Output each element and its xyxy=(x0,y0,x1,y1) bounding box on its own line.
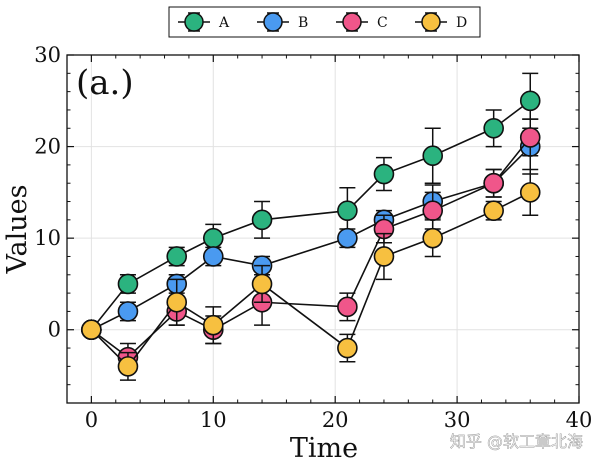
data-point xyxy=(519,127,541,148)
x-tick-label: 40 xyxy=(566,408,593,432)
x-tick-label: 0 xyxy=(85,408,98,432)
legend-marker xyxy=(263,12,283,32)
series-line xyxy=(90,100,531,331)
data-point xyxy=(483,200,504,221)
series-line xyxy=(91,146,531,331)
x-tick-label: 30 xyxy=(444,408,471,432)
y-tick-label: 0 xyxy=(48,318,61,342)
data-point xyxy=(202,246,224,267)
series-layer xyxy=(81,72,541,381)
data-point xyxy=(166,246,188,267)
x-axis-label: Time xyxy=(290,433,358,464)
data-point xyxy=(337,200,358,221)
y-tick-label: 30 xyxy=(34,43,61,67)
series-B xyxy=(81,118,541,341)
data-point xyxy=(422,200,444,221)
watermark-text: 知乎 @软工章北海 xyxy=(450,432,583,451)
y-tick-label: 10 xyxy=(34,226,61,250)
data-point xyxy=(337,296,358,318)
data-point xyxy=(117,301,139,322)
axes: 0 10 20 30 40 0 10 20 30 xyxy=(34,43,592,432)
data-point xyxy=(483,172,504,194)
legend-label: A xyxy=(218,15,230,31)
data-point xyxy=(251,273,273,295)
data-point xyxy=(483,117,504,139)
data-point xyxy=(202,227,224,249)
legend: A B C D xyxy=(168,6,481,38)
x-tick-label: 10 xyxy=(200,408,227,432)
data-point xyxy=(519,90,541,112)
legend-label: B xyxy=(298,15,308,31)
legend-marker xyxy=(184,12,204,32)
data-point xyxy=(81,319,102,341)
series-C xyxy=(81,118,541,372)
panel-label: (a.) xyxy=(76,63,134,103)
legend-label: D xyxy=(456,15,467,31)
data-point xyxy=(422,227,444,249)
data-point xyxy=(422,145,444,167)
data-point xyxy=(166,291,188,313)
data-point xyxy=(202,314,224,336)
series-D xyxy=(81,168,541,381)
y-tick-label: 20 xyxy=(34,135,61,159)
legend-label: C xyxy=(377,15,388,31)
plot-frame xyxy=(66,54,580,404)
legend-marker xyxy=(342,12,362,32)
legend-marker xyxy=(421,12,441,32)
data-point xyxy=(337,227,358,249)
series-line xyxy=(90,191,531,368)
data-point xyxy=(251,209,273,231)
data-point xyxy=(519,182,541,203)
data-point xyxy=(373,246,395,267)
data-point xyxy=(337,337,358,359)
data-point xyxy=(117,356,139,377)
grid xyxy=(67,54,580,403)
x-tick-label: 20 xyxy=(322,408,349,432)
series-line xyxy=(90,136,531,359)
data-point xyxy=(373,163,395,185)
y-axis-label: Values xyxy=(2,185,33,275)
data-point xyxy=(117,273,139,295)
